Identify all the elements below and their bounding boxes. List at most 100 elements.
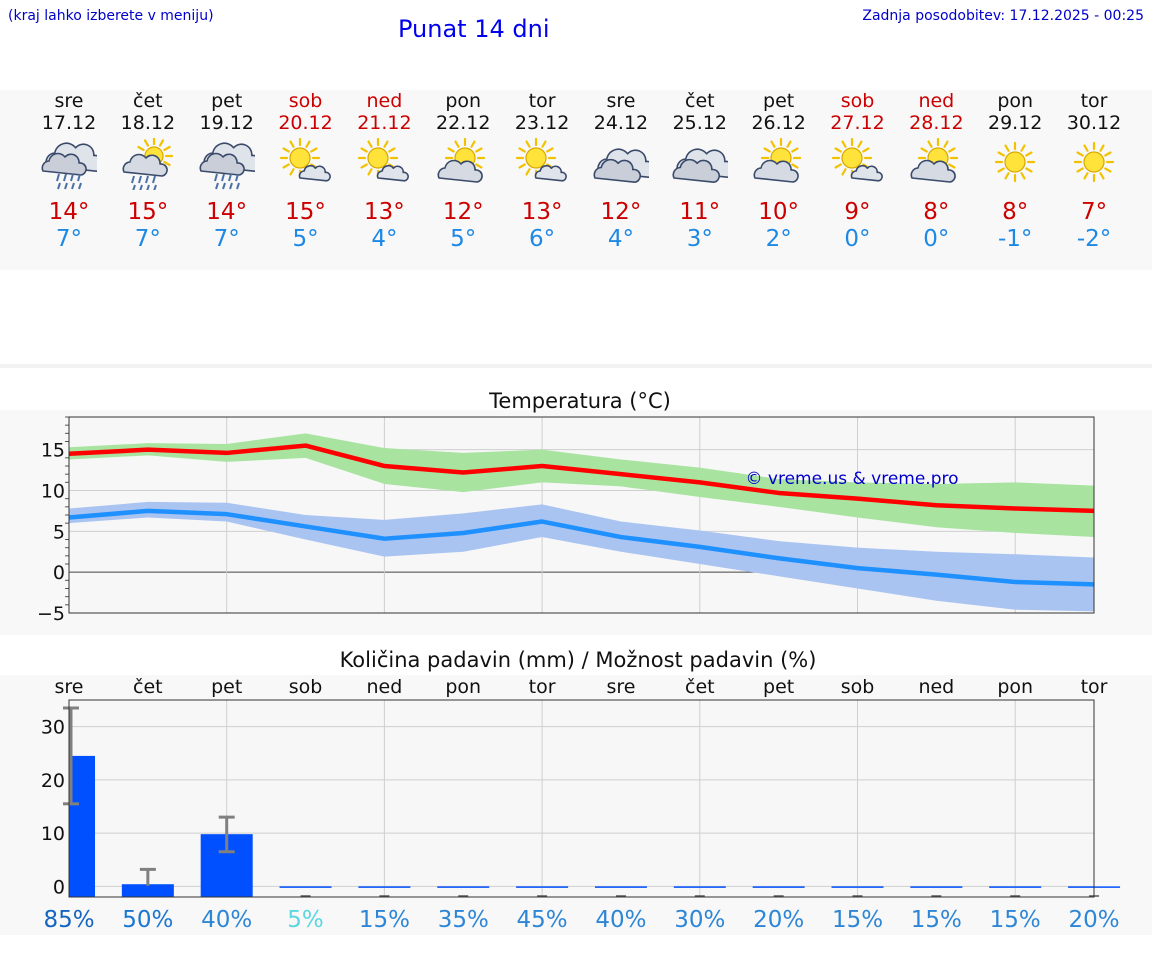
day-forecast: sre 24.12 12° 4° — [581, 90, 661, 270]
min-temperature: -2° — [1076, 226, 1112, 252]
precipitation-probability: 50% — [122, 907, 173, 933]
day-name: čet — [133, 90, 163, 112]
min-temperature: -1° — [997, 226, 1033, 252]
precipitation-bar — [831, 886, 884, 888]
precipitation-probability: 15% — [359, 907, 410, 933]
plot-frame — [68, 699, 1095, 898]
y-tick-label: 20 — [41, 770, 65, 792]
page-title: Punat 14 dni — [398, 15, 550, 43]
day-label: sre — [606, 676, 635, 698]
precipitation-probability: 40% — [595, 907, 646, 933]
day-date: 18.12 — [120, 112, 176, 134]
day-name: čet — [685, 90, 715, 112]
day-forecast: ned 21.12 13° 4° — [344, 90, 424, 270]
day-name: sob — [288, 90, 323, 112]
precipitation-bar — [594, 886, 647, 888]
divider — [0, 364, 1152, 368]
day-date: 29.12 — [987, 112, 1043, 134]
day-date: 22.12 — [436, 112, 491, 134]
min-temperature: 2° — [765, 226, 792, 252]
sun-icon — [1073, 141, 1115, 183]
y-tick-label: 0 — [53, 876, 65, 898]
y-tick-label: 10 — [41, 481, 65, 503]
min-temperature: 7° — [55, 226, 83, 252]
day-forecast: ned 28.12 8° 0° — [896, 90, 976, 270]
max-temperature: 8° — [923, 199, 950, 225]
day-name: sre — [54, 90, 84, 112]
chart-title: Temperatura (°C) — [488, 389, 671, 413]
max-temperature: 15° — [127, 199, 169, 225]
precipitation-probability: 40% — [201, 907, 252, 933]
day-forecast: sob 20.12 15° 5° — [266, 90, 346, 270]
precipitation-bar — [279, 886, 332, 888]
y-tick-label: 10 — [41, 823, 65, 845]
precipitation-bar — [752, 886, 805, 888]
day-forecast: sob 27.12 9° 0° — [818, 90, 898, 270]
max-temperature-band — [69, 433, 1095, 538]
max-temperature: 7° — [1080, 199, 1108, 225]
cloud-icon — [593, 148, 649, 183]
max-temperature: 8° — [1002, 199, 1029, 225]
daily-forecast-strip: sre 17.12 14° 7° čet 18.12 15° 7° pet 19.12 14° 7° s… — [0, 90, 1152, 270]
day-date: 19.12 — [199, 112, 254, 134]
day-date: 30.12 — [1066, 112, 1122, 134]
min-temperature: 4° — [371, 226, 398, 252]
min-temperature: 0° — [923, 226, 950, 252]
day-label: pon — [997, 676, 1033, 698]
precipitation-probability: 35% — [438, 907, 489, 933]
day-date: 25.12 — [672, 112, 727, 134]
day-label: čet — [685, 676, 715, 698]
day-date: 21.12 — [357, 112, 412, 134]
min-temperature-line — [68, 508, 1095, 587]
day-date: 20.12 — [278, 112, 333, 134]
menu-hint: (kraj lahko izberete v meniju) — [8, 8, 214, 24]
max-temperature: 14° — [206, 199, 248, 225]
temperature-chart: Temperatura (°C) −5 0 5 10 15 © vreme.us & vre… — [37, 389, 1095, 625]
day-label: tor — [1081, 676, 1108, 698]
day-forecast: tor 30.12 7° -2° — [1054, 90, 1134, 270]
day-date: 26.12 — [751, 112, 806, 134]
day-label: sob — [289, 676, 323, 698]
last-update: Zadnja posodobitev: 17.12.2025 - 00:25 — [862, 8, 1144, 24]
sun-small-cloud-icon — [831, 138, 883, 182]
day-label: sre — [55, 676, 84, 698]
sun-cloud-icon — [910, 138, 959, 183]
precipitation-probability: 15% — [832, 907, 883, 933]
day-forecast: pon 22.12 12° 5° — [423, 90, 503, 270]
day-forecast: čet 18.12 15° 7° — [108, 90, 188, 270]
day-label: ned — [367, 676, 403, 698]
day-name: pon — [445, 90, 482, 112]
precipitation-probability: 85% — [43, 907, 94, 933]
min-temperature: 3° — [686, 226, 713, 252]
sun-small-cloud-icon — [279, 138, 331, 182]
precipitation-probability: 15% — [990, 907, 1041, 933]
day-label: pet — [211, 676, 242, 698]
y-tick-label: 0 — [53, 562, 65, 584]
precipitation-chart: Količina padavin (mm) / Možnost padavin … — [41, 648, 1121, 933]
day-name: tor — [1080, 90, 1108, 112]
min-temperature: 7° — [213, 226, 240, 252]
sun-icon — [995, 141, 1036, 183]
sun-cloud-icon — [753, 138, 801, 183]
day-name: ned — [366, 90, 403, 112]
sun-small-cloud-icon — [358, 138, 410, 182]
day-name: tor — [528, 90, 556, 112]
rain-cloud-icon — [41, 142, 97, 190]
sun-cloud-rain-icon — [122, 138, 173, 190]
day-forecast: sre 17.12 14° 7° — [29, 90, 109, 270]
max-temperature: 15° — [285, 199, 326, 225]
day-date: 28.12 — [909, 112, 964, 134]
max-temperature: 12° — [442, 199, 484, 225]
max-temperature-line — [68, 443, 1095, 514]
day-date: 27.12 — [830, 112, 885, 134]
min-temperature: 6° — [529, 226, 556, 252]
min-temperature: 4° — [607, 226, 634, 252]
day-label: sob — [841, 676, 875, 698]
precipitation-probability: 5% — [287, 907, 324, 933]
chart-title: Količina padavin (mm) / Možnost padavin … — [340, 648, 817, 672]
min-temperature: 5° — [450, 226, 477, 252]
y-tick-label: 5 — [53, 521, 65, 543]
precipitation-bar — [437, 886, 490, 888]
plot-frame — [68, 416, 1095, 614]
min-temperature: 7° — [134, 226, 161, 252]
